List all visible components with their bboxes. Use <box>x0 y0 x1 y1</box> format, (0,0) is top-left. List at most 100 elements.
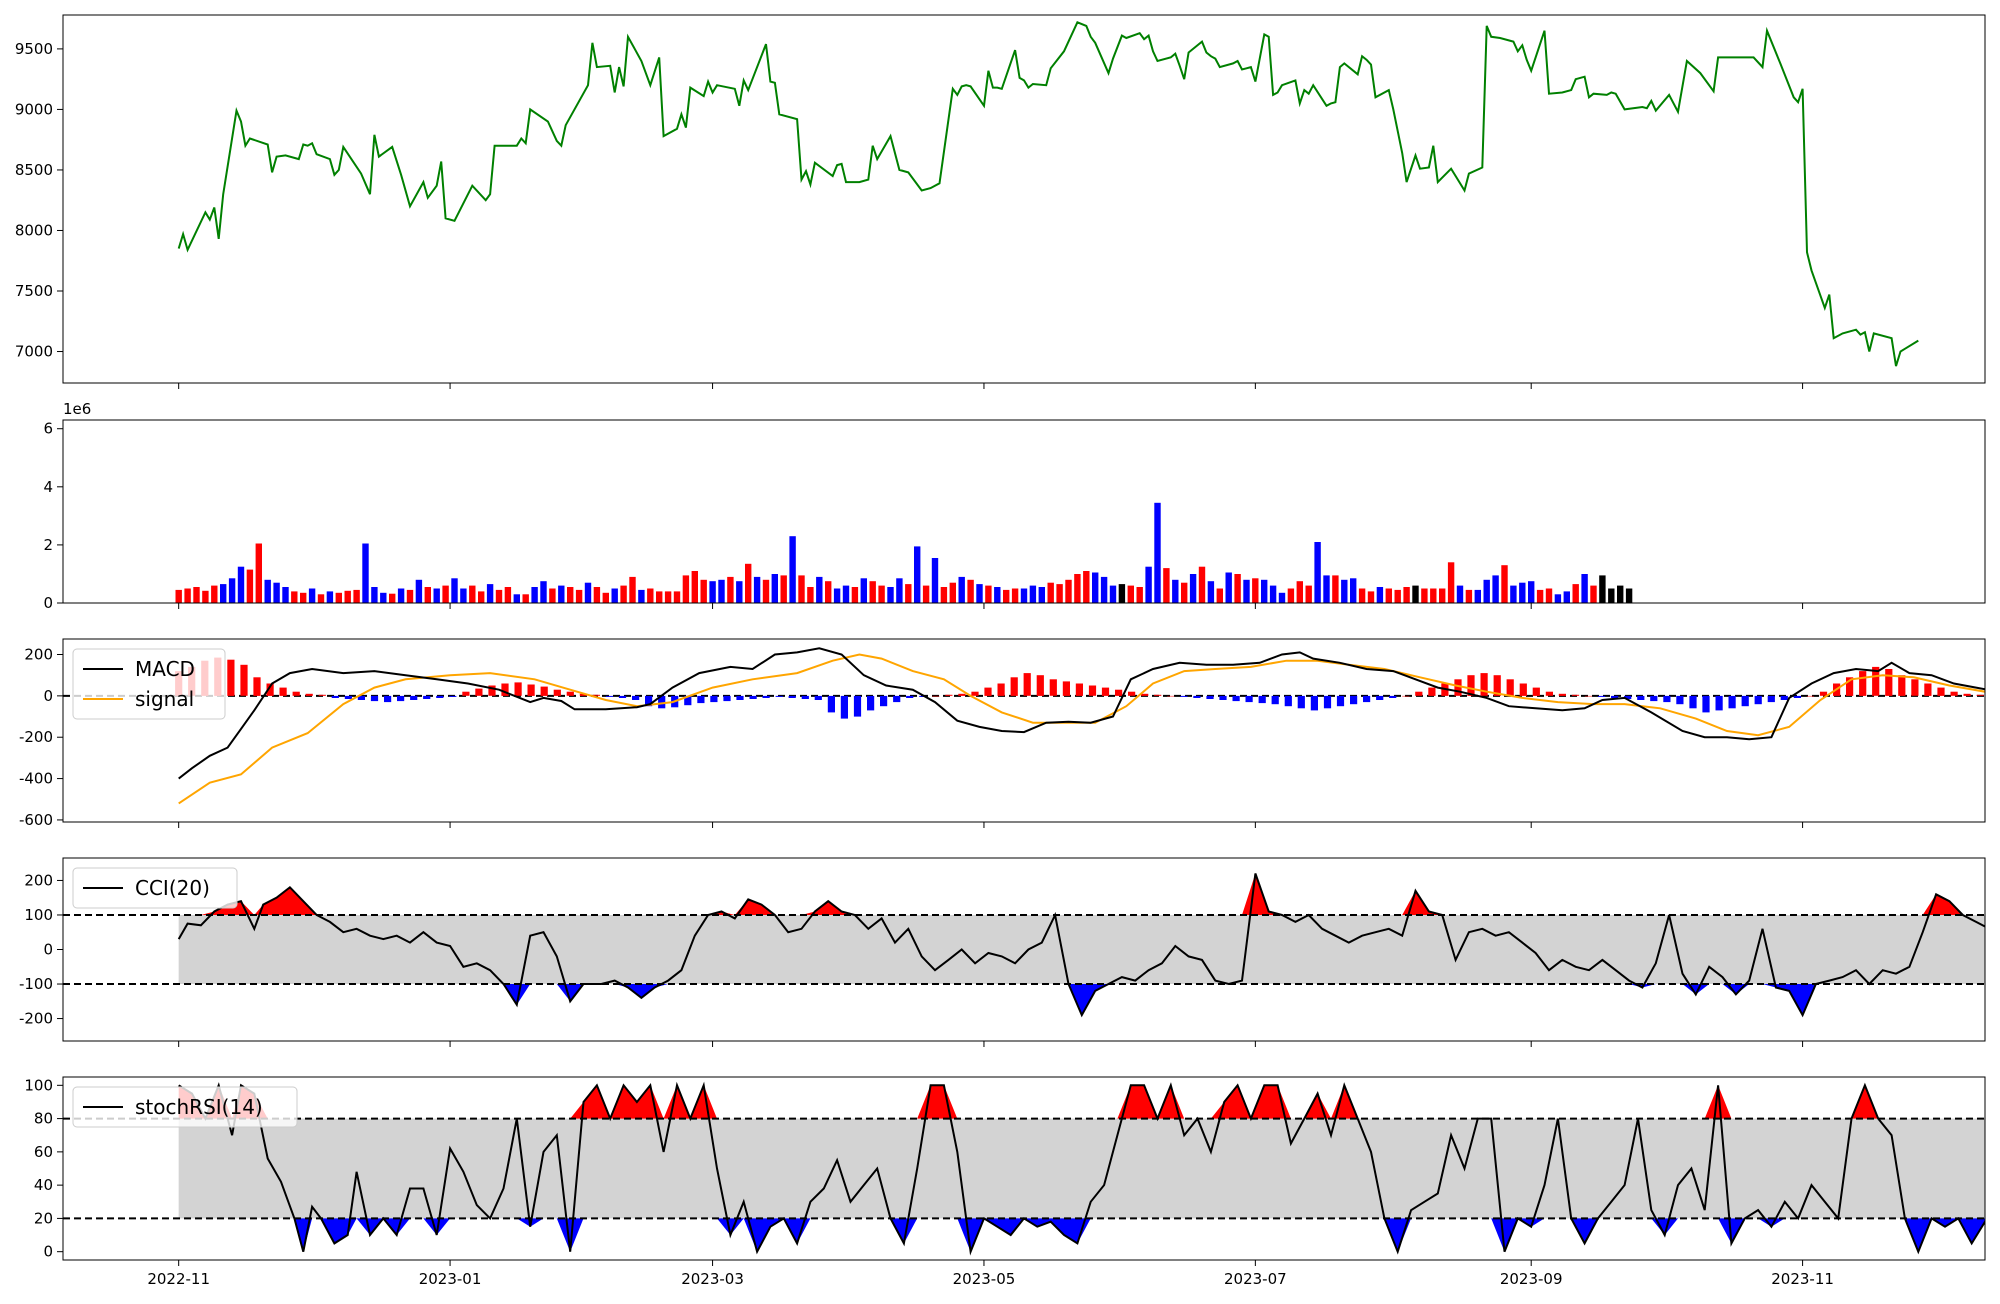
macd-histogram-bar <box>566 691 574 696</box>
macd-histogram-bar <box>1650 695 1658 702</box>
price-ytick-label: 8500 <box>15 161 53 179</box>
volume-bar <box>1154 502 1161 603</box>
macd-histogram-bar <box>1428 687 1436 696</box>
macd-histogram-bar <box>410 695 418 700</box>
macd-histogram-bar <box>1846 677 1854 696</box>
macd-panel: MACD signal -600 -400 -200 0 200 <box>19 638 1986 829</box>
macd-histogram-bar <box>827 695 835 713</box>
cci-ytick-label: -200 <box>19 1010 53 1028</box>
stochrsi-plot-area <box>63 1081 1985 1256</box>
volume-bar <box>1563 591 1570 603</box>
macd-histogram-bar <box>1715 695 1723 711</box>
volume-bar <box>202 590 209 603</box>
macd-histogram-bar <box>1754 695 1762 705</box>
volume-bar <box>1483 579 1490 603</box>
macd-histogram-bar <box>1115 689 1123 696</box>
volume-bar <box>228 578 236 603</box>
macd-histogram-bar <box>1310 695 1318 711</box>
volume-bar <box>949 582 956 603</box>
volume-bar <box>1287 588 1295 603</box>
signal-line <box>178 653 1985 805</box>
macd-histogram-bar <box>605 695 614 697</box>
volume-bar <box>584 582 592 603</box>
price-frame <box>62 14 1986 384</box>
macd-histogram-bar <box>266 683 274 696</box>
volume-bar <box>1261 579 1268 603</box>
macd-histogram-bar <box>958 693 966 696</box>
volume-bar <box>922 585 930 603</box>
macd-histogram-bar <box>1911 679 1919 696</box>
price-line <box>177 21 1919 367</box>
volume-bar <box>1314 542 1321 603</box>
volume-bar <box>1011 588 1019 603</box>
cci-ytick-label: 200 <box>24 871 53 889</box>
macd-histogram-bar <box>462 691 470 696</box>
macd-histogram-bar <box>1389 695 1397 698</box>
volume-bar <box>175 589 182 603</box>
macd-histogram-bar <box>1402 695 1410 697</box>
volume-bar <box>691 571 698 603</box>
volume-bar <box>1492 575 1499 603</box>
macd-histogram-bar <box>475 688 483 696</box>
macd-histogram-bar <box>893 695 901 703</box>
volume-bar <box>816 576 823 603</box>
volume-bar <box>593 587 601 603</box>
volume-bar <box>513 594 520 603</box>
macd-histogram-bar <box>1898 675 1906 696</box>
cci-band <box>178 914 1985 985</box>
volume-bar <box>1234 574 1241 603</box>
price-ytick-label: 9500 <box>15 40 53 58</box>
stochrsi-line <box>178 1081 1985 1256</box>
macd-histogram-bar <box>1885 669 1893 696</box>
volume-bar <box>220 584 227 603</box>
macd-histogram-bar <box>1506 679 1514 696</box>
volume-bar <box>1047 582 1054 603</box>
volume-bar <box>789 536 796 603</box>
volume-bar <box>478 591 485 603</box>
macd-histogram-bar <box>1454 679 1462 696</box>
cci-line <box>177 873 1985 1018</box>
macd-line <box>178 647 1985 780</box>
stochrsi-panel: stochRSI(14) 0 20 40 60 80 100 2022-11 2023-01 20… <box>24 1076 1986 1288</box>
volume-bar <box>1385 588 1392 603</box>
macd-histogram-bar <box>436 695 444 698</box>
macd-histogram-bar <box>749 695 757 699</box>
volume-bar <box>602 592 609 603</box>
volume-bar <box>1163 568 1170 603</box>
volume-bar <box>1109 585 1117 603</box>
volume-bar <box>931 558 939 603</box>
macd-histogram-bar <box>318 694 326 696</box>
macd-histogram-bar <box>279 687 287 696</box>
macd-histogram-bar <box>1872 666 1880 696</box>
macd-ytick-label: -200 <box>19 728 53 746</box>
macd-histogram-bar <box>840 695 848 719</box>
volume-bar <box>371 587 378 603</box>
volume-bar <box>745 563 752 603</box>
volume-bar <box>397 588 405 603</box>
volume-ytick-label: 4 <box>43 478 53 496</box>
macd-histogram-bar <box>1624 695 1632 699</box>
price-panel: 7000 7500 8000 8500 9000 9500 <box>15 14 1986 389</box>
volume-bar <box>940 587 948 603</box>
cci-ytick-label: 0 <box>43 941 53 959</box>
macd-histogram-bar <box>540 686 548 696</box>
macd-histogram-bar <box>1088 685 1097 696</box>
macd-histogram-bar <box>1663 695 1671 703</box>
volume-bar <box>1269 585 1277 603</box>
volume-bar <box>1501 565 1508 603</box>
stochrsi-ytick-label: 100 <box>24 1076 53 1094</box>
macd-histogram-bar <box>697 695 705 704</box>
macd-histogram-bar <box>997 683 1005 696</box>
volume-bar <box>255 543 262 603</box>
macd-histogram-bar <box>814 695 822 700</box>
macd-histogram-bar <box>984 687 992 696</box>
volume-bar <box>842 585 850 603</box>
macd-histogram-bar <box>1258 695 1266 704</box>
stochrsi-ytick-label: 20 <box>34 1209 53 1227</box>
volume-bar <box>344 590 351 603</box>
macd-histogram-bar <box>1976 694 1984 696</box>
macd-histogram-bar <box>1780 695 1788 700</box>
macd-histogram-bar <box>1584 695 1593 697</box>
stochrsi-ytick-label: 40 <box>34 1176 53 1194</box>
volume-bar <box>1207 581 1215 603</box>
